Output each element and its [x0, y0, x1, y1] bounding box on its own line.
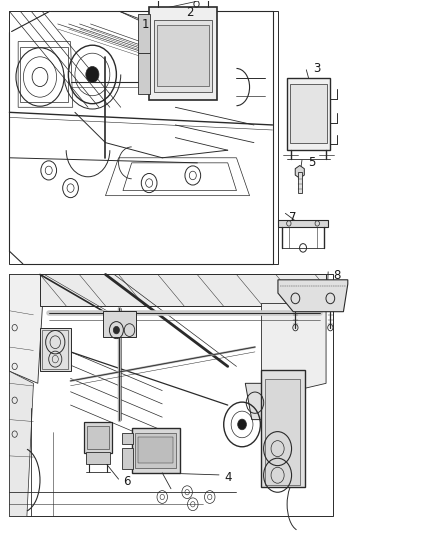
- FancyBboxPatch shape: [298, 172, 301, 193]
- Polygon shape: [40, 274, 326, 306]
- FancyBboxPatch shape: [86, 453, 110, 464]
- Polygon shape: [278, 280, 348, 312]
- FancyBboxPatch shape: [122, 448, 133, 469]
- Polygon shape: [40, 328, 71, 371]
- Text: 5: 5: [307, 156, 315, 169]
- Text: 3: 3: [313, 62, 320, 75]
- FancyBboxPatch shape: [10, 274, 332, 516]
- Text: 2: 2: [187, 6, 194, 19]
- FancyBboxPatch shape: [135, 433, 176, 467]
- Polygon shape: [295, 165, 304, 178]
- Text: 8: 8: [333, 269, 341, 282]
- FancyBboxPatch shape: [265, 378, 300, 485]
- Text: 1: 1: [141, 18, 149, 31]
- FancyBboxPatch shape: [87, 426, 109, 449]
- FancyBboxPatch shape: [10, 11, 278, 264]
- FancyBboxPatch shape: [138, 53, 150, 94]
- FancyBboxPatch shape: [122, 433, 133, 443]
- Text: 7: 7: [289, 211, 297, 224]
- FancyBboxPatch shape: [278, 220, 328, 227]
- Polygon shape: [10, 274, 44, 383]
- Circle shape: [238, 419, 247, 430]
- FancyBboxPatch shape: [138, 437, 173, 463]
- FancyBboxPatch shape: [261, 370, 305, 487]
- FancyBboxPatch shape: [84, 422, 112, 454]
- FancyBboxPatch shape: [103, 311, 136, 337]
- FancyBboxPatch shape: [138, 14, 150, 53]
- Polygon shape: [10, 371, 33, 516]
- Circle shape: [113, 326, 120, 334]
- Polygon shape: [261, 303, 326, 395]
- FancyBboxPatch shape: [132, 427, 180, 473]
- Polygon shape: [245, 383, 274, 419]
- Circle shape: [86, 67, 99, 83]
- FancyBboxPatch shape: [149, 7, 217, 100]
- FancyBboxPatch shape: [287, 78, 330, 150]
- FancyBboxPatch shape: [157, 25, 209, 86]
- FancyBboxPatch shape: [290, 84, 327, 143]
- Text: 6: 6: [123, 475, 131, 488]
- Text: 4: 4: [225, 471, 232, 484]
- FancyBboxPatch shape: [153, 20, 212, 92]
